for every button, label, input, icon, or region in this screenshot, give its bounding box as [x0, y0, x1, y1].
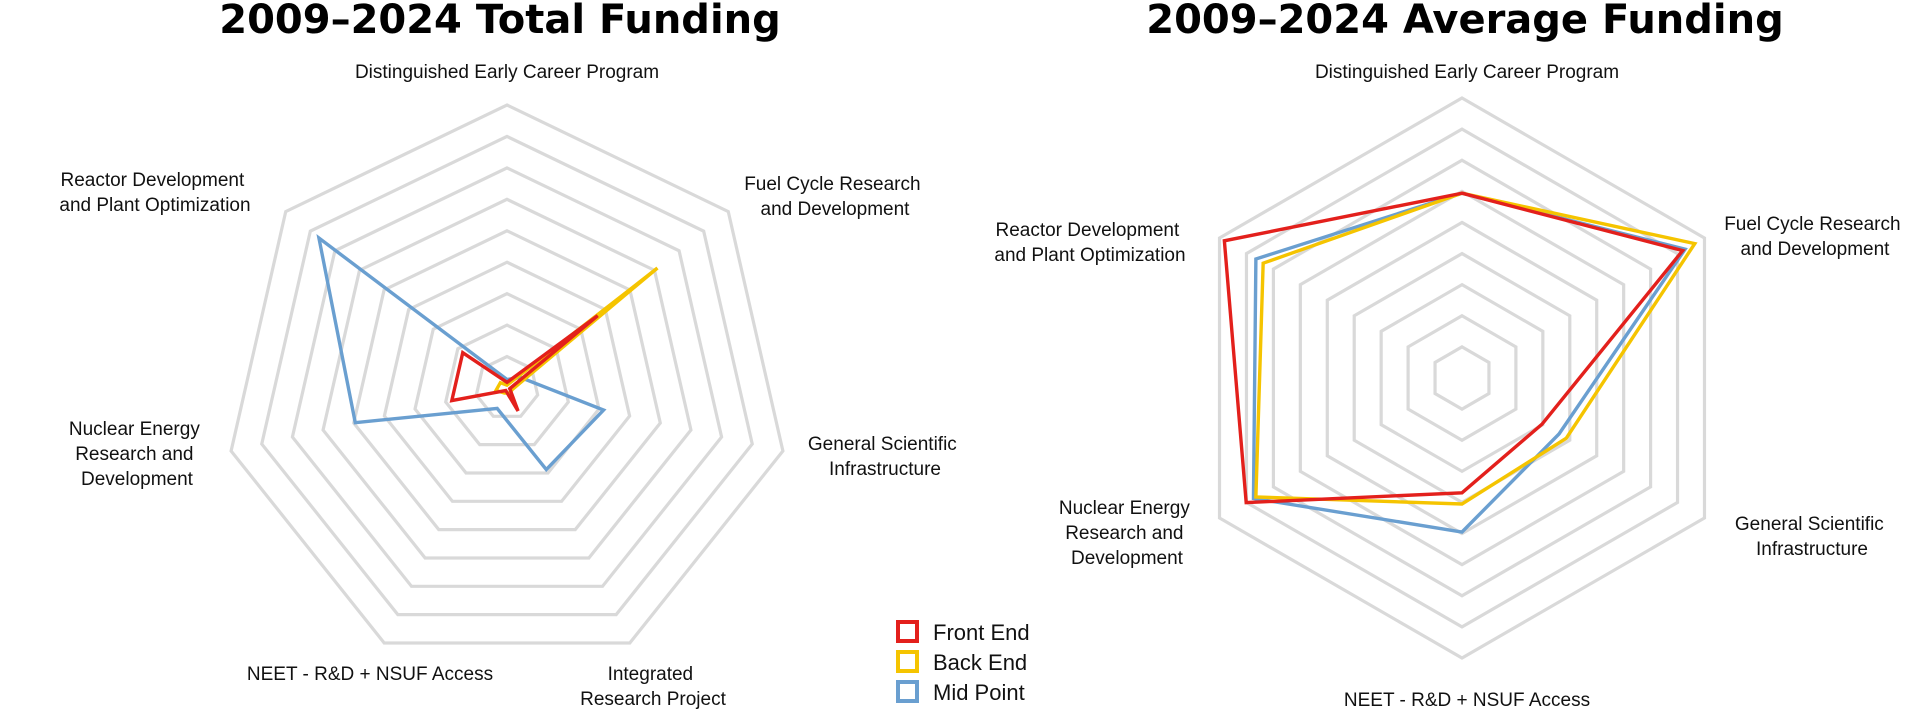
grid-ring — [321, 197, 693, 560]
axis-label-nuclear-energy: Nuclear Energy Research and Development — [69, 419, 205, 490]
radar-series-group — [1222, 191, 1698, 534]
legend-swatch-front-end — [896, 620, 919, 643]
radar-grid — [229, 103, 785, 645]
grid-ring — [1433, 345, 1491, 411]
grid-ring — [1406, 313, 1518, 443]
legend: Front End Back End Mid Point — [896, 620, 1030, 705]
series-back-end — [1254, 191, 1698, 506]
grid-ring — [1298, 189, 1626, 567]
axis-label-neet: NEET - R&D + NSUF Access — [247, 664, 493, 685]
axis-label-neet: NEET - R&D + NSUF Access — [1344, 690, 1590, 711]
axis-label-integrated-research: Integrated Research Project — [580, 664, 726, 710]
grid-ring — [1244, 127, 1680, 629]
grid-ring — [1325, 220, 1599, 536]
axis-label-distinguished-early-career: Distinguished Early Career Program — [1315, 62, 1619, 83]
chart-title: 2009–2024 Total Funding — [219, 0, 781, 43]
legend-label-mid-point: Mid Point — [933, 680, 1025, 705]
axis-label-distinguished-early-career: Distinguished Early Career Program — [355, 62, 659, 83]
axis-label-reactor-development: Reactor Development and Plant Optimizati… — [994, 220, 1185, 266]
legend-label-back-end: Back End — [933, 650, 1027, 675]
grid-ring — [351, 229, 663, 532]
axis-label-general-scientific: General Scientific Infrastructure — [1735, 514, 1889, 560]
total-funding-radar-chart: 2009–2024 Total Funding Distinguished Ea… — [59, 0, 962, 710]
grid-ring — [443, 323, 571, 447]
series-front-end — [1222, 191, 1686, 505]
series-front-end — [449, 314, 599, 412]
legend-swatch-back-end — [896, 650, 919, 673]
legend-item-back-end: Back End — [896, 650, 1027, 675]
average-funding-radar-chart: 2009–2024 Average Funding Distinguished … — [994, 0, 1906, 711]
legend-item-mid-point: Mid Point — [896, 680, 1025, 705]
axis-label-reactor-development: Reactor Development and Plant Optimizati… — [59, 170, 250, 216]
radar-series-group — [316, 233, 659, 473]
series-mid-point — [1251, 191, 1688, 534]
axis-label-general-scientific: General Scientific Infrastructure — [808, 434, 962, 480]
series-mid-point — [316, 233, 607, 473]
grid-ring — [1271, 158, 1653, 598]
grid-ring — [229, 103, 785, 645]
chart-title: 2009–2024 Average Funding — [1146, 0, 1783, 43]
grid-ring — [413, 291, 601, 475]
grid-ring — [260, 134, 754, 617]
grid-ring — [1352, 251, 1572, 505]
axis-label-fuel-cycle: Fuel Cycle Research and Development — [1724, 214, 1906, 260]
grid-ring — [382, 260, 632, 503]
legend-label-front-end: Front End — [933, 620, 1030, 645]
legend-item-front-end: Front End — [896, 620, 1030, 645]
axis-label-nuclear-energy: Nuclear Energy Research and Development — [1059, 498, 1195, 569]
grid-ring — [1379, 282, 1545, 474]
radar-grid — [1217, 96, 1707, 660]
grid-ring — [1217, 96, 1707, 660]
legend-swatch-mid-point — [896, 680, 919, 703]
axis-label-fuel-cycle: Fuel Cycle Research and Development — [744, 174, 926, 220]
